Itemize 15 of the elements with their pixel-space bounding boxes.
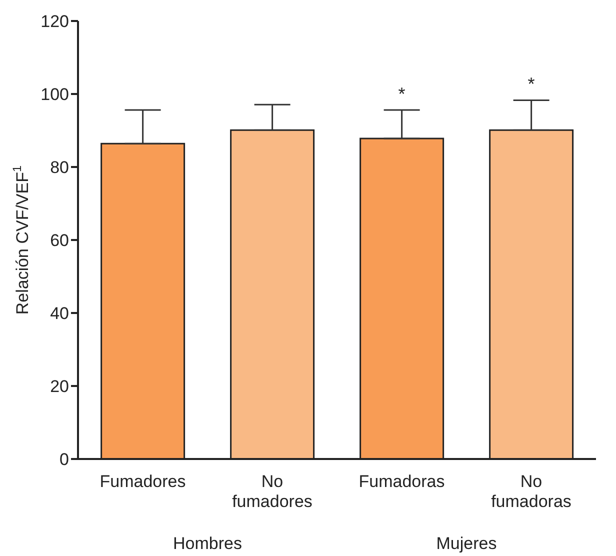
- y-tick-label: 80: [50, 158, 69, 178]
- y-tick-label: 60: [50, 231, 69, 250]
- x-tick-label: Fumadoras: [358, 472, 445, 491]
- data-label: *: [528, 74, 535, 94]
- y-tick-label: 40: [50, 304, 69, 324]
- text: Mujeres: [436, 534, 497, 553]
- y-tick-label: 120: [40, 12, 69, 32]
- x-tick-label: Fumadores: [100, 472, 186, 491]
- x-tick-label: No fumadores: [232, 472, 312, 511]
- y-tick-label: 20: [50, 377, 69, 396]
- x-tick-label: No fumadoras: [491, 472, 572, 511]
- y-tick-label: 100: [40, 85, 69, 104]
- data-label: *: [398, 84, 406, 104]
- text: Hombres: [173, 534, 242, 553]
- y-tick-label: 0: [60, 450, 69, 470]
